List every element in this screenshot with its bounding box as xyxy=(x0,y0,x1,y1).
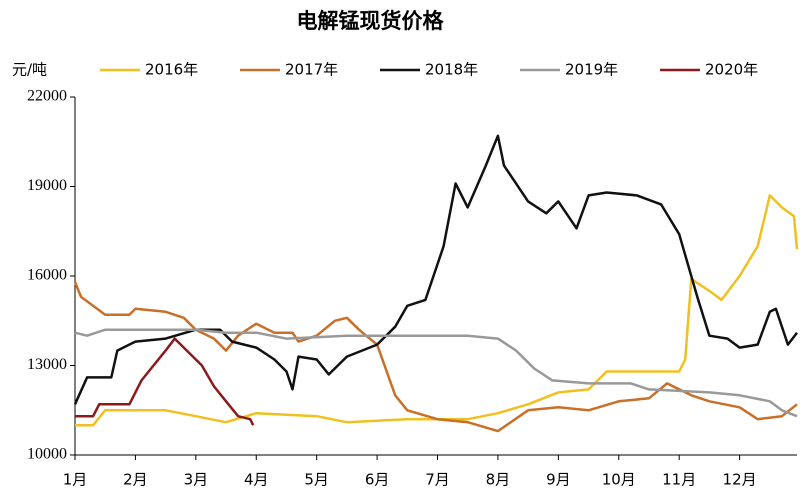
x-tick-label: 10月 xyxy=(602,471,636,489)
series-line xyxy=(75,337,255,426)
x-tick-label: 3月 xyxy=(184,471,209,489)
legend-label: 2017年 xyxy=(285,61,338,79)
series-line xyxy=(75,194,799,427)
x-tick-label: 8月 xyxy=(486,471,511,489)
y-tick-label: 10000 xyxy=(27,446,67,463)
x-tick-label: 2月 xyxy=(123,471,148,489)
series-line xyxy=(74,328,798,418)
x-tick-label: 1月 xyxy=(63,471,88,489)
x-tick-label: 12月 xyxy=(723,471,757,489)
x-tick-label: 4月 xyxy=(244,471,269,489)
x-tick-label: 9月 xyxy=(546,471,571,489)
x-tick-label: 6月 xyxy=(365,471,390,489)
chart-title: 电解锰现货价格 xyxy=(297,9,445,33)
series-line xyxy=(73,281,798,433)
legend-label: 2018年 xyxy=(425,61,478,79)
y-tick-label: 13000 xyxy=(27,356,67,373)
x-tick-label: 7月 xyxy=(425,471,450,489)
legend-label: 2020年 xyxy=(705,61,758,79)
y-tick-label: 16000 xyxy=(27,267,67,284)
series-line xyxy=(73,134,798,405)
x-tick-label: 5月 xyxy=(304,471,329,489)
legend-label: 2019年 xyxy=(565,61,618,79)
y-axis-label: 元/吨 xyxy=(12,61,47,79)
y-tick-label: 19000 xyxy=(27,177,67,194)
x-tick-label: 11月 xyxy=(662,471,696,489)
y-tick-label: 22000 xyxy=(27,88,67,105)
legend-label: 2016年 xyxy=(145,61,198,79)
